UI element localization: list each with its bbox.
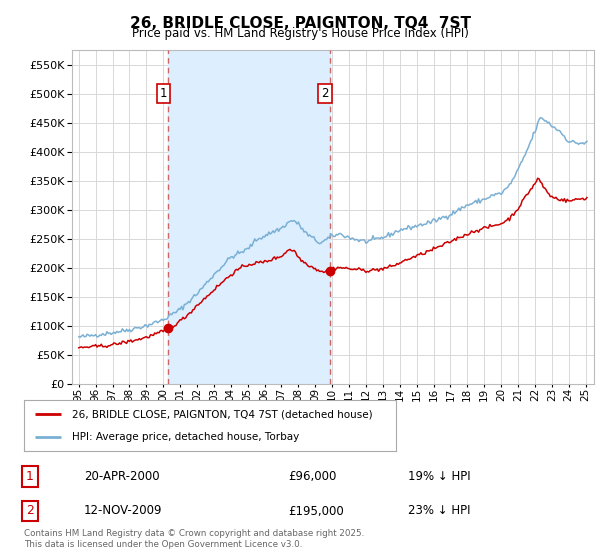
Text: £195,000: £195,000 [288,505,344,517]
Text: Price paid vs. HM Land Registry's House Price Index (HPI): Price paid vs. HM Land Registry's House … [131,27,469,40]
Text: 26, BRIDLE CLOSE, PAIGNTON, TQ4 7ST (detached house): 26, BRIDLE CLOSE, PAIGNTON, TQ4 7ST (det… [73,409,373,419]
Text: 19% ↓ HPI: 19% ↓ HPI [408,470,470,483]
Bar [168,50,330,384]
Text: 1: 1 [26,470,34,483]
Text: 20-APR-2000: 20-APR-2000 [84,470,160,483]
Text: 23% ↓ HPI: 23% ↓ HPI [408,505,470,517]
Text: 1: 1 [160,87,167,100]
Text: HPI: Average price, detached house, Torbay: HPI: Average price, detached house, Torb… [73,432,299,442]
Text: 2: 2 [26,505,34,517]
Text: 2: 2 [321,87,329,100]
Text: Contains HM Land Registry data © Crown copyright and database right 2025.
This d: Contains HM Land Registry data © Crown c… [24,529,364,549]
Text: 12-NOV-2009: 12-NOV-2009 [84,505,163,517]
Text: 26, BRIDLE CLOSE, PAIGNTON, TQ4  7ST: 26, BRIDLE CLOSE, PAIGNTON, TQ4 7ST [130,16,470,31]
Text: £96,000: £96,000 [288,470,337,483]
